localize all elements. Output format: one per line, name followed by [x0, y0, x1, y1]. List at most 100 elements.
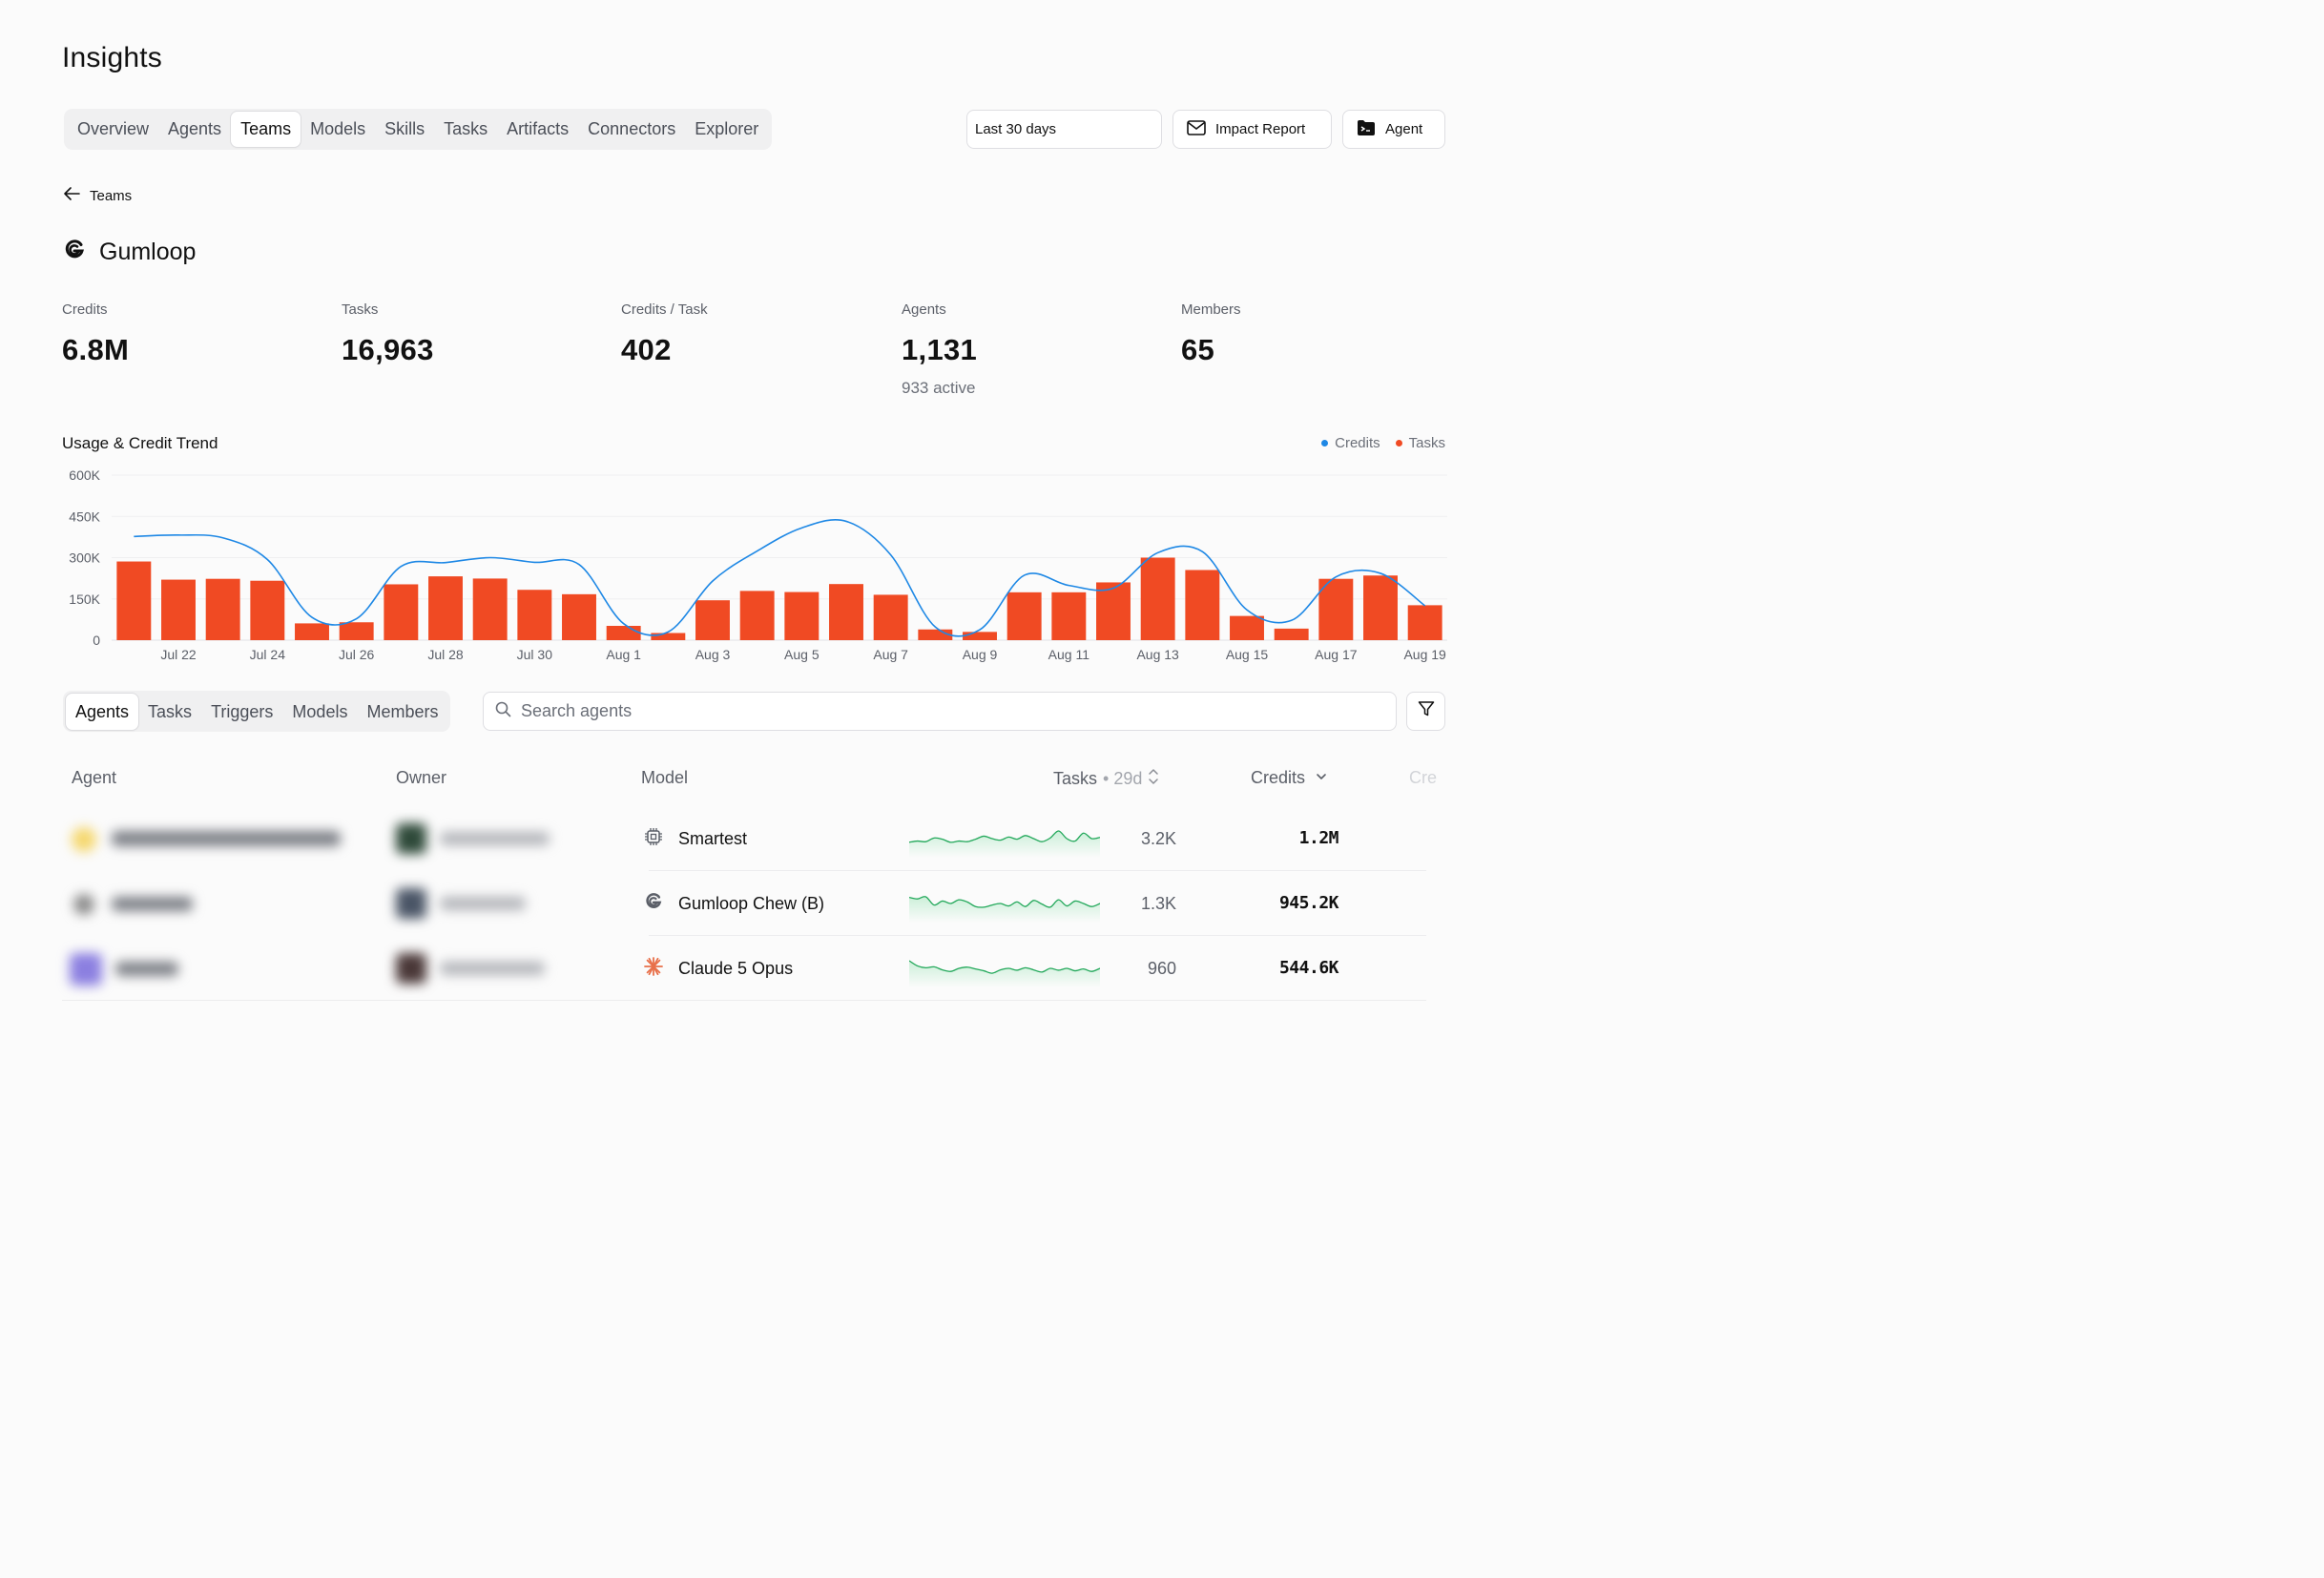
x-tick-label: Aug 1	[606, 647, 641, 662]
stat-label: Credits / Task	[621, 301, 708, 318]
stat-value: 16,963	[342, 333, 434, 366]
team-name: Gumloop	[99, 239, 197, 265]
subtab-members[interactable]: Members	[366, 701, 439, 721]
x-tick-label: Aug 9	[963, 647, 998, 662]
subtab-agents[interactable]: Agents	[66, 693, 139, 730]
x-tick-label: Aug 3	[695, 647, 731, 662]
credits-line	[134, 519, 1426, 637]
period-select[interactable]: Last 30 days	[966, 110, 1162, 149]
sparkle-icon	[644, 956, 663, 981]
tasks-bar	[472, 578, 508, 640]
tab-skills[interactable]: Skills	[384, 119, 425, 138]
column-header-model[interactable]: Model	[641, 768, 689, 787]
agent-button[interactable]: Agent	[1342, 110, 1445, 149]
owner-avatar	[396, 823, 426, 854]
chart-legend: Credits Tasks	[1321, 435, 1445, 451]
tasks-bar	[1140, 557, 1175, 640]
filter-icon	[1418, 700, 1435, 722]
column-header-tasks-period: • 29d	[1103, 769, 1143, 788]
stat-credits: Credits 6.8M	[62, 301, 129, 367]
tasks-count: 960	[1147, 959, 1176, 978]
y-tick-label: 300K	[69, 550, 100, 566]
main-tabs: Overview Agents Teams Models Skills Task…	[64, 109, 773, 150]
back-link-label: Teams	[90, 187, 133, 204]
legend-item-credits: Credits	[1321, 435, 1380, 451]
agent-name-redacted	[112, 897, 193, 911]
tab-agents[interactable]: Agents	[168, 119, 222, 138]
tasks-count: 3.2K	[1140, 829, 1176, 848]
tasks-bar	[963, 632, 997, 640]
model-name: Claude 5 Opus	[678, 958, 794, 978]
table-tabs: Agents Tasks Triggers Models Members	[63, 691, 451, 732]
column-header-tasks-label: Tasks	[1053, 769, 1098, 788]
sparkline-line	[909, 830, 1100, 843]
search-input[interactable]	[521, 701, 1332, 721]
tab-teams[interactable]: Teams	[231, 112, 301, 147]
sort-icon	[1148, 768, 1159, 790]
column-header-credits[interactable]: Credits	[1251, 768, 1332, 788]
tasks-bar	[384, 584, 419, 640]
tasks-bar	[250, 580, 285, 640]
tasks-sparkline	[909, 830, 1100, 858]
column-header-extra[interactable]: Cre	[1409, 768, 1438, 787]
owner-name-redacted	[440, 897, 526, 910]
tab-artifacts[interactable]: Artifacts	[507, 119, 570, 138]
tasks-bar	[1363, 575, 1398, 640]
team-header: Gumloop	[63, 239, 196, 266]
impact-report-button[interactable]: Impact Report	[1172, 110, 1332, 149]
tab-explorer[interactable]: Explorer	[695, 119, 759, 138]
chevron-down-icon	[1311, 768, 1332, 788]
column-header-owner[interactable]: Owner	[396, 768, 447, 787]
tasks-bar	[562, 593, 596, 640]
y-tick-label: 150K	[69, 592, 100, 607]
sparkline-area	[909, 961, 1100, 987]
legend-dot-tasks	[1395, 440, 1402, 446]
agent-avatar	[73, 894, 94, 915]
y-tick-label: 600K	[69, 467, 100, 483]
agent-name-redacted	[112, 831, 341, 846]
model-cell: Gumloop Chew (B)	[644, 871, 824, 936]
subtab-tasks[interactable]: Tasks	[148, 701, 193, 721]
sparkline-area	[909, 896, 1100, 923]
row-divider	[649, 870, 1426, 871]
agent-avatar	[72, 827, 96, 852]
stat-label: Members	[1181, 301, 1241, 318]
tasks-bar	[295, 623, 329, 640]
table-row[interactable]: Claude 5 Opus 960 544.6K	[62, 936, 1426, 1001]
x-tick-label: Jul 28	[427, 647, 464, 662]
stat-agents: Agents 1,131 933 active	[902, 301, 977, 398]
x-tick-label: Aug 19	[1403, 647, 1446, 662]
tab-tasks[interactable]: Tasks	[444, 119, 488, 138]
back-link[interactable]: Teams	[63, 187, 132, 204]
x-tick-label: Aug 13	[1136, 647, 1179, 662]
x-tick-label: Aug 11	[1048, 647, 1090, 662]
tasks-bar	[784, 592, 820, 640]
tab-models[interactable]: Models	[310, 119, 366, 138]
gumloop-logo-icon	[63, 239, 86, 266]
table-row[interactable]: Gumloop Chew (B) 1.3K 945.2K	[62, 871, 1426, 936]
tab-overview[interactable]: Overview	[77, 119, 150, 138]
usage-credit-chart: 0 150K 300K 450K 600K Jul 22 Jul 24 Jul 26 Jul 2…	[69, 467, 1447, 662]
tasks-bar	[1185, 570, 1220, 640]
y-tick-label: 0	[93, 633, 100, 648]
chart-title: Usage & Credit Trend	[62, 434, 218, 452]
tasks-sparkline	[909, 896, 1100, 923]
subtab-triggers[interactable]: Triggers	[211, 701, 274, 721]
tasks-bar	[1318, 578, 1354, 640]
tasks-bar	[918, 629, 953, 640]
column-header-agent[interactable]: Agent	[72, 768, 117, 787]
legend-label-tasks: Tasks	[1408, 435, 1445, 451]
subtab-models[interactable]: Models	[292, 701, 348, 721]
agent-label: Agent	[1385, 121, 1423, 137]
tasks-bar	[1230, 615, 1264, 640]
model-cell: Claude 5 Opus	[644, 936, 793, 1001]
stat-label: Agents	[902, 301, 946, 318]
table-row[interactable]: Smartest 3.2K 1.2M	[62, 806, 1426, 871]
mail-icon	[1187, 119, 1206, 139]
column-header-tasks[interactable]: Tasks • 29d	[1053, 768, 1159, 790]
filter-button[interactable]	[1406, 692, 1445, 731]
x-tick-label: Jul 26	[339, 647, 375, 662]
tab-connectors[interactable]: Connectors	[588, 119, 676, 138]
model-name: Smartest	[678, 828, 748, 848]
stat-label: Tasks	[342, 301, 379, 318]
